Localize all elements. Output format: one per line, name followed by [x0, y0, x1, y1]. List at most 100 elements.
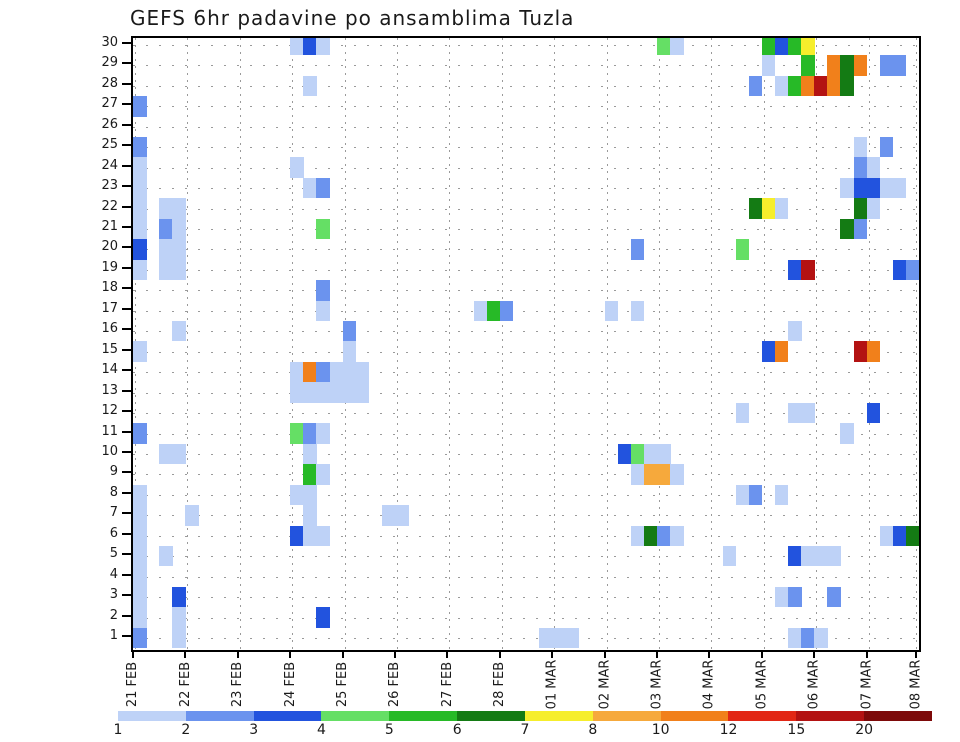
colorbar-segment — [321, 711, 390, 721]
y-tick-label: 4 — [109, 566, 118, 582]
precip-cell — [814, 75, 828, 97]
precip-cell — [617, 443, 632, 465]
precip-cell — [774, 38, 789, 56]
precip-cell — [133, 218, 147, 240]
precip-cell — [381, 505, 409, 526]
gridline-row — [133, 208, 919, 210]
gridline-row — [133, 576, 919, 578]
colorbar-label: 5 — [384, 722, 394, 738]
precip-cell — [892, 177, 907, 199]
gridline-row — [133, 310, 919, 312]
precip-cell — [133, 341, 147, 362]
y-tick — [122, 185, 131, 188]
precip-cell — [840, 177, 854, 199]
precip-cell — [133, 198, 147, 219]
y-tick-label: 15 — [101, 341, 118, 357]
y-tick-label: 14 — [101, 362, 118, 378]
gridline-row — [133, 45, 919, 46]
precip-cell — [670, 464, 684, 485]
y-tick — [122, 164, 131, 167]
precip-cell — [853, 198, 868, 219]
precip-cell — [133, 607, 147, 628]
chart-title: GEFS 6hr padavine po ansamblima Tuzla — [130, 6, 575, 30]
precip-cell — [722, 545, 737, 567]
precip-cell — [643, 464, 671, 485]
precip-cell — [290, 423, 304, 444]
x-tick-label: 24 FEB — [281, 658, 299, 710]
x-tick-label-text: 02 MAR — [597, 659, 613, 709]
precip-cell — [879, 177, 894, 199]
y-tick-label: 28 — [101, 75, 118, 91]
y-tick-label: 25 — [101, 137, 118, 153]
colorbar-label: 20 — [855, 722, 874, 738]
x-tick-label-text: 21 FEB — [125, 661, 141, 707]
y-tick — [122, 205, 131, 208]
precip-cell — [133, 259, 147, 281]
gridline-row — [133, 433, 919, 435]
y-tick — [122, 82, 131, 85]
x-tick — [498, 650, 501, 658]
y-tick — [122, 266, 131, 269]
precip-cell — [290, 361, 304, 383]
y-tick-label: 24 — [101, 157, 118, 173]
precip-cell — [133, 484, 147, 506]
colorbar-segment — [796, 711, 865, 721]
gridline-day — [449, 38, 451, 650]
colorbar-segment — [118, 711, 186, 721]
gridline-row — [133, 269, 919, 271]
x-tick-label: 26 FEB — [386, 658, 404, 710]
x-tick — [132, 650, 134, 658]
precip-cell — [788, 75, 802, 97]
y-tick — [122, 553, 131, 556]
y-tick — [122, 532, 131, 535]
precip-cell — [761, 198, 776, 219]
precip-cell — [643, 443, 671, 465]
colorbar-label: 1 — [113, 722, 123, 738]
precip-cell — [840, 423, 854, 444]
precip-cell — [630, 443, 645, 465]
gridline-day — [816, 38, 818, 650]
colorbar-label: 10 — [651, 722, 670, 738]
x-tick-label: 06 MAR — [805, 658, 823, 710]
colorbar-label: 6 — [452, 722, 462, 738]
plot-area — [131, 36, 921, 652]
precip-cell — [303, 443, 317, 465]
precip-cell — [630, 464, 645, 485]
x-tick — [760, 650, 763, 658]
gridline-row — [133, 188, 919, 190]
y-tick — [122, 123, 131, 126]
precip-cell — [133, 423, 147, 444]
x-tick-label: 08 MAR — [907, 658, 925, 710]
x-tick — [813, 650, 816, 658]
precip-cell — [788, 627, 802, 649]
precip-cell — [316, 280, 330, 301]
precip-cell — [761, 55, 776, 76]
precip-cell — [905, 525, 919, 546]
precip-cell — [657, 525, 671, 546]
x-tick-label-text: 01 MAR — [544, 659, 560, 709]
x-tick-label-text: 26 FEB — [387, 661, 403, 707]
precip-cell — [303, 525, 330, 546]
gridline-row — [133, 597, 919, 599]
gridline-row — [133, 85, 919, 87]
gridline-row — [133, 147, 919, 149]
colorbar-label: 2 — [181, 722, 191, 738]
precip-cell — [565, 627, 579, 649]
x-tick-label-text: 05 MAR — [754, 659, 770, 709]
precip-cell — [801, 259, 815, 281]
x-tick-label: 22 FEB — [176, 658, 194, 710]
precip-cell — [172, 586, 186, 608]
y-tick-label: 16 — [101, 321, 118, 337]
x-tick-label-text: 07 MAR — [859, 659, 875, 709]
precip-cell — [905, 259, 919, 281]
precip-cell — [630, 239, 645, 260]
gridline-row — [133, 494, 919, 496]
gridline-row — [133, 535, 919, 537]
precip-cell — [172, 218, 186, 240]
precip-cell — [290, 38, 304, 56]
gridline-day — [187, 38, 189, 650]
precip-cell — [473, 300, 488, 322]
precip-cell — [133, 627, 147, 649]
precip-cell — [840, 75, 854, 97]
x-tick — [865, 650, 868, 658]
